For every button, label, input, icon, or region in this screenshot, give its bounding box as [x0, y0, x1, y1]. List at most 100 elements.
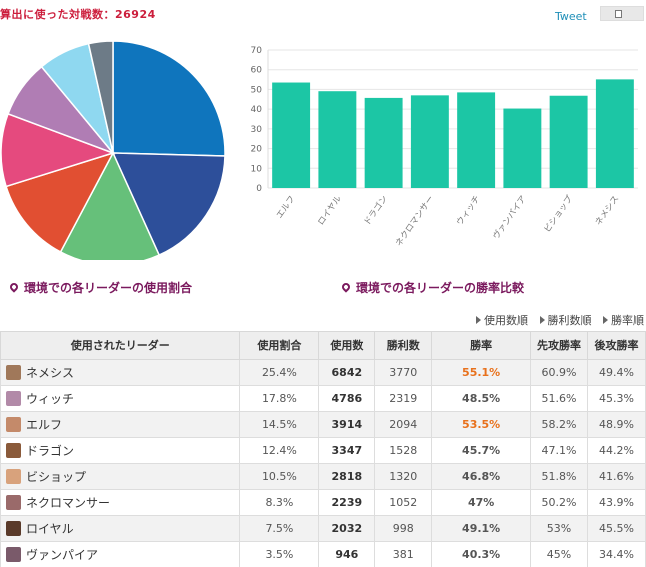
sort-links: 使用数順 勝利数順 勝率順 — [468, 312, 644, 328]
triangle-right-icon — [539, 316, 545, 324]
map-pin-icon — [340, 281, 352, 293]
cell-wins: 1052 — [374, 489, 433, 516]
leader-avatar — [6, 443, 21, 458]
table-row: ネメシス 25.4% 6842 3770 55.1% 60.9% 49.4% — [0, 359, 646, 386]
bar — [457, 92, 496, 188]
table-row: エルフ 14.5% 3914 2094 53.5% 58.2% 48.9% — [0, 411, 646, 438]
leader-avatar — [6, 365, 21, 380]
cell-wins: 3770 — [374, 359, 433, 386]
cell-leader: ウィッチ — [0, 385, 241, 412]
y-tick-label: 30 — [251, 125, 263, 135]
col-header-second-rate: 後攻勝率 — [587, 331, 646, 360]
sort-by-uses-link[interactable]: 使用数順 — [476, 314, 528, 327]
cell-leader: エルフ — [0, 411, 241, 438]
pie-slice-3 — [5, 151, 115, 253]
cell-leader: ネメシス — [0, 359, 241, 386]
cell-leader: ロイヤル — [0, 515, 241, 542]
cell-uses: 2818 — [318, 463, 376, 490]
cell-first-rate: 47.1% — [530, 437, 588, 464]
leader-avatar — [6, 547, 21, 562]
cell-rate: 48.5% — [431, 385, 532, 412]
table-row: ロイヤル 7.5% 2032 998 49.1% 53% 45.5% — [0, 515, 646, 542]
map-pin-icon — [8, 281, 20, 293]
cell-uses: 946 — [318, 541, 376, 567]
tweet-link[interactable]: Tweet — [555, 10, 587, 23]
leader-name: ビショップ — [26, 470, 87, 484]
cell-uses: 2239 — [318, 489, 376, 516]
cell-second-rate: 45.3% — [587, 385, 646, 412]
cell-share: 7.5% — [239, 515, 320, 542]
y-tick-label: 50 — [251, 85, 263, 95]
bar-caption-text: 環境での各リーダーの勝率比較 — [356, 281, 525, 295]
cell-second-rate: 41.6% — [587, 463, 646, 490]
cell-rate: 47% — [431, 489, 532, 516]
cell-second-rate: 44.2% — [587, 437, 646, 464]
cell-share: 8.3% — [239, 489, 320, 516]
share-button[interactable] — [600, 6, 644, 21]
sort-by-wins-link[interactable]: 勝利数順 — [539, 314, 592, 327]
table-row: ウィッチ 17.8% 4786 2319 48.5% 51.6% 45.3% — [0, 385, 646, 412]
table-row: ビショップ 10.5% 2818 1320 46.8% 51.8% 41.6% — [0, 463, 646, 490]
pie-slice-0 — [112, 40, 226, 157]
leader-avatar — [6, 521, 21, 536]
y-tick-label: 70 — [251, 46, 263, 56]
triangle-right-icon — [603, 316, 608, 324]
cell-second-rate: 45.5% — [587, 515, 646, 542]
col-header-share: 使用割合 — [239, 331, 320, 360]
x-tick-label: ヴァンパイア — [491, 193, 529, 241]
x-tick-label: ビショップ — [543, 194, 576, 235]
pie-caption: 環境での各リーダーの使用割合 — [8, 279, 192, 296]
usage-pie-chart — [0, 40, 226, 260]
col-header-wins: 勝利数 — [374, 331, 433, 360]
bar — [410, 95, 449, 188]
cell-uses: 2032 — [318, 515, 376, 542]
y-tick-label: 0 — [256, 184, 262, 194]
y-tick-label: 40 — [251, 105, 263, 115]
x-tick-label: ネクロマンサー — [394, 194, 436, 248]
cell-leader: ドラゴン — [0, 437, 241, 464]
leader-name: ネメシス — [26, 366, 75, 380]
cell-share: 3.5% — [239, 541, 320, 567]
cell-rate: 55.1% — [431, 359, 532, 386]
bar — [364, 97, 403, 188]
leader-name: エルフ — [26, 418, 63, 432]
leader-name: ロイヤル — [26, 522, 74, 536]
pie-slice-2 — [59, 151, 161, 260]
leader-name: ドラゴン — [26, 444, 75, 458]
col-header-rate: 勝率 — [431, 331, 532, 360]
bar-caption: 環境での各リーダーの勝率比較 — [340, 279, 525, 296]
table-row: ネクロマンサー 8.3% 2239 1052 47% 50.2% 43.9% — [0, 489, 646, 516]
cell-wins: 2094 — [374, 411, 433, 438]
cell-rate: 53.5% — [431, 411, 532, 438]
cell-leader: ネクロマンサー — [0, 489, 241, 516]
bar — [272, 82, 311, 188]
cell-leader: ビショップ — [0, 463, 241, 490]
cell-first-rate: 51.6% — [530, 385, 588, 412]
leader-avatar — [6, 495, 21, 510]
cell-first-rate: 45% — [530, 541, 588, 567]
page-title: 算出に使った対戦数：26924 — [0, 8, 156, 21]
cell-first-rate: 51.8% — [530, 463, 588, 490]
cell-share: 17.8% — [239, 385, 320, 412]
cell-first-rate: 50.2% — [530, 489, 588, 516]
x-tick-label: ロイヤル — [316, 194, 344, 228]
pie-slice-4 — [0, 112, 116, 188]
cell-rate: 45.7% — [431, 437, 532, 464]
cell-second-rate: 43.9% — [587, 489, 646, 516]
x-tick-label: ウィッチ — [455, 194, 483, 228]
cell-share: 10.5% — [239, 463, 320, 490]
col-header-first-rate: 先攻勝率 — [530, 331, 588, 360]
cell-second-rate: 34.4% — [587, 541, 646, 567]
winrate-bar-chart: 0 10 20 30 40 50 60 70 エルフ ロイヤル ドラゴン ネクロマンサー ウィッチ ヴァン… — [251, 46, 638, 248]
x-tick-label: エルフ — [275, 194, 298, 221]
cell-first-rate: 58.2% — [530, 411, 588, 438]
sort-by-rate-link[interactable]: 勝率順 — [603, 314, 644, 327]
y-tick-label: 60 — [251, 66, 263, 76]
x-tick-label: ネメシス — [594, 194, 622, 228]
cell-leader: ヴァンパイア — [0, 541, 241, 567]
leader-stats-table: 使用されたリーダー 使用割合 使用数 勝利数 勝率 先攻勝率 後攻勝率 ネメシス… — [0, 331, 646, 567]
bar — [318, 91, 357, 188]
pie-slice-7 — [87, 40, 114, 154]
cell-wins: 2319 — [374, 385, 433, 412]
cell-share: 14.5% — [239, 411, 320, 438]
